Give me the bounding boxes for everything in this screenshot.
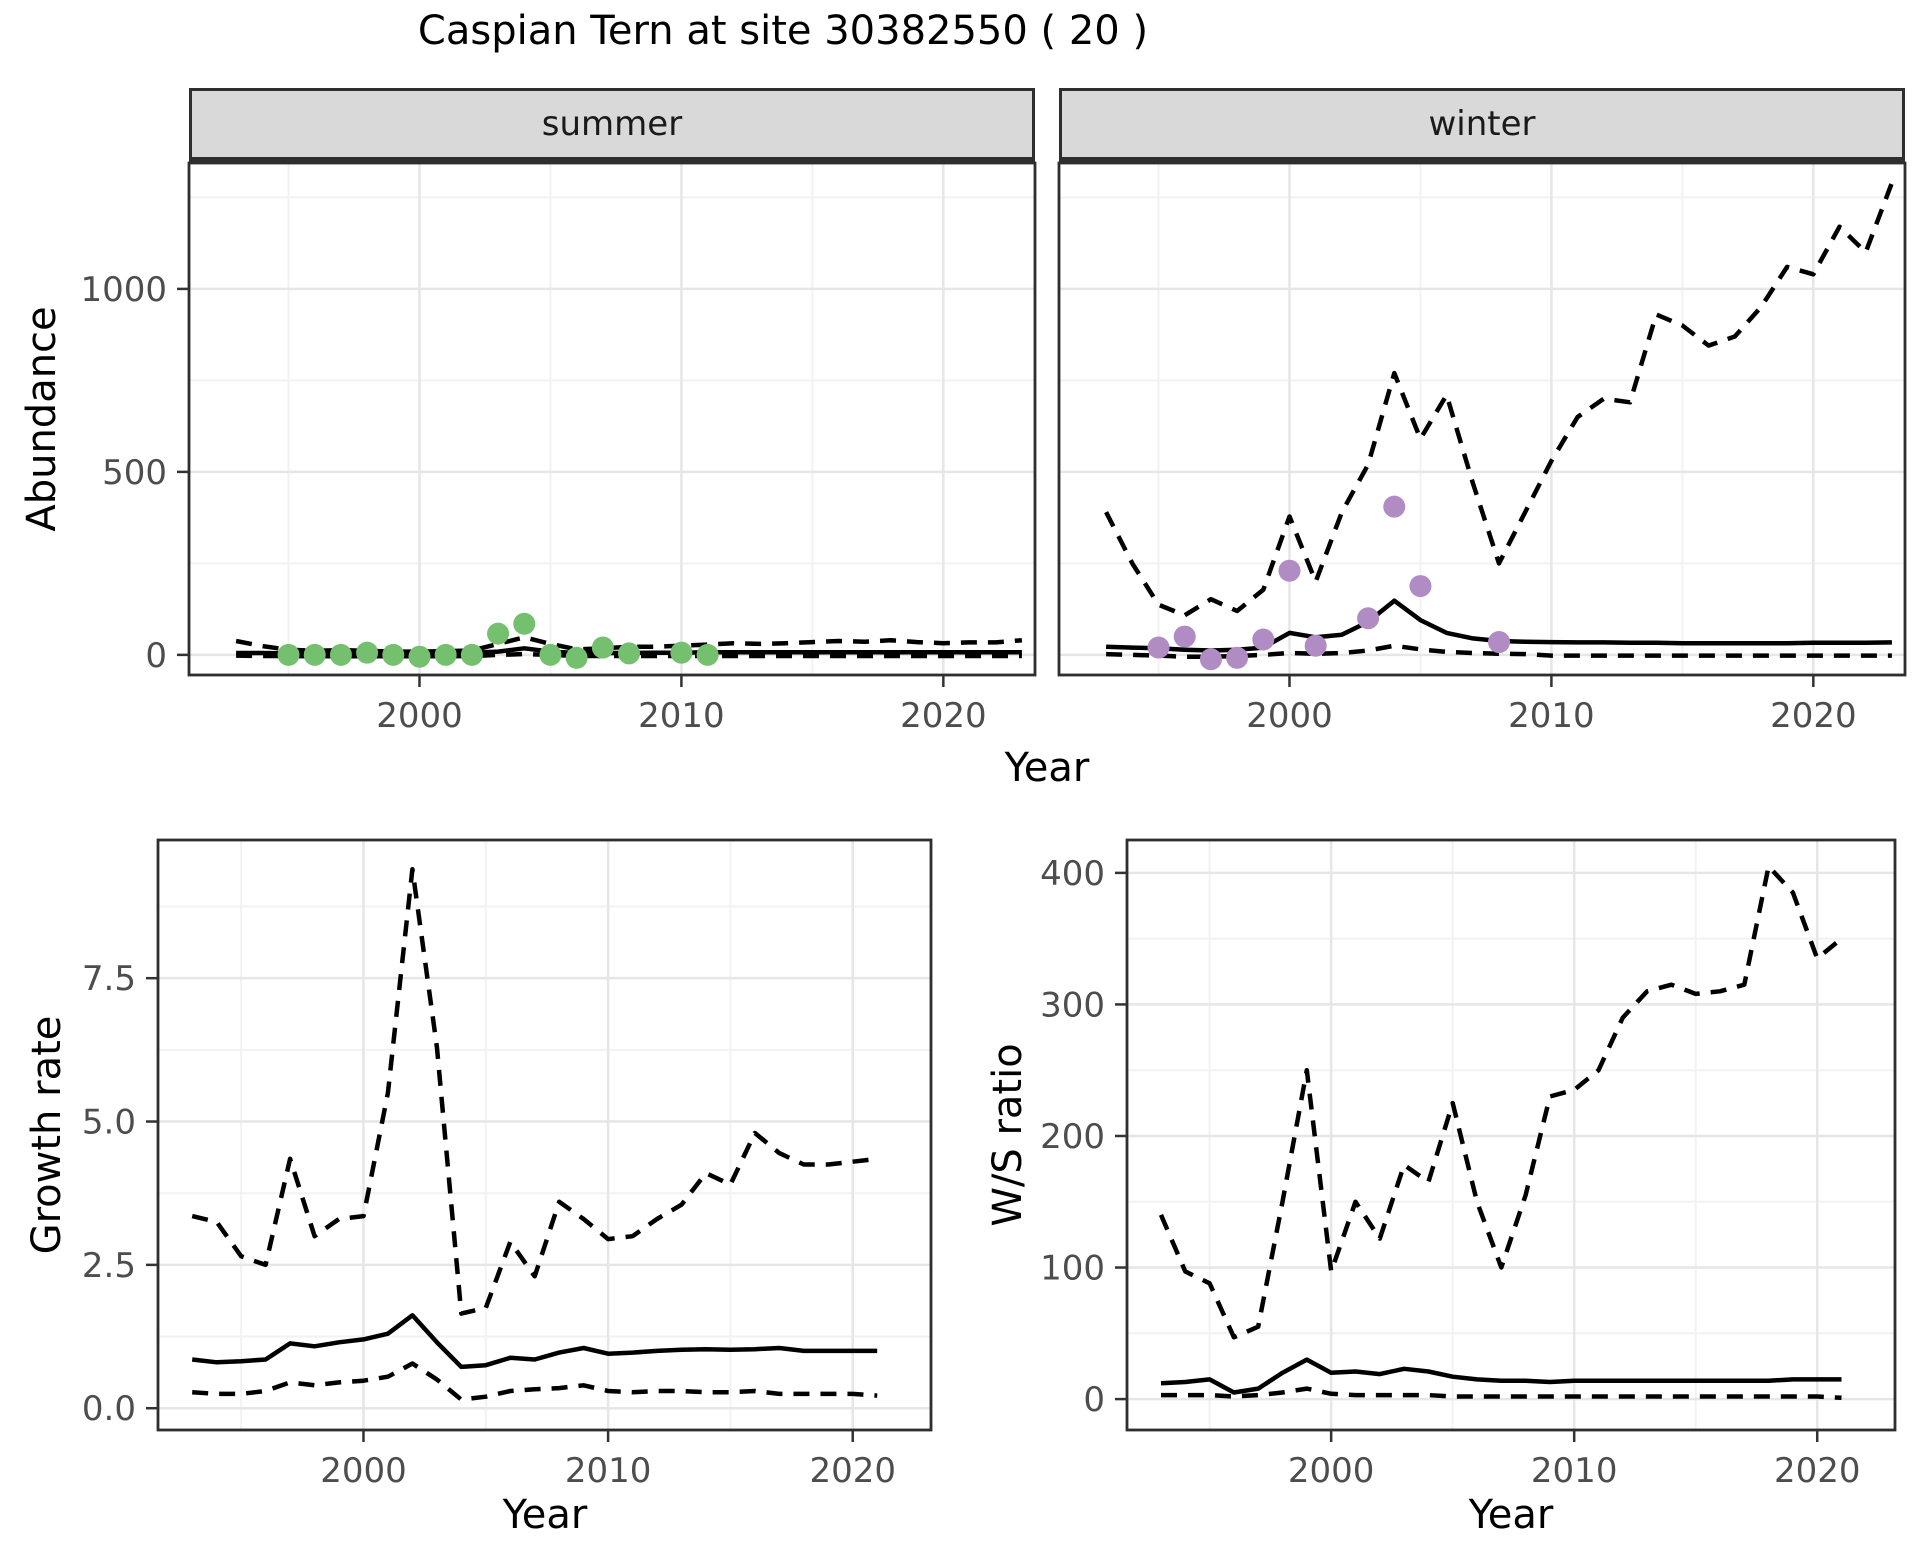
- abundance-summer-panel: [189, 163, 1035, 675]
- abundance-winter-observation-point: [1409, 575, 1432, 598]
- growth-rate-y-tick-label: 5.0: [82, 1103, 136, 1143]
- abundance-summer-observation-point: [329, 643, 352, 666]
- abundance-summer-observation-point: [591, 636, 614, 659]
- plot-title: Caspian Tern at site 30382550 ( 20 ): [417, 8, 1149, 54]
- growth-rate-x-tick-label: 2010: [565, 1451, 652, 1491]
- abundance-summer-observation-point: [460, 643, 483, 666]
- abundance-summer-observation-point: [382, 643, 405, 666]
- facet-strip-winter: winter: [1059, 88, 1905, 162]
- abundance-winter-observation-point: [1147, 636, 1170, 659]
- abundance-summer-x-tick-label: 2010: [638, 696, 725, 736]
- ws-ratio-lower-ci-line: [1161, 1386, 1842, 1401]
- abundance-summer-observation-point: [487, 622, 510, 645]
- growth-rate-median-line: [191, 1313, 878, 1370]
- abundance-winter-lower-ci-line: [1106, 643, 1892, 659]
- abundance-summer-observation-point: [356, 641, 379, 664]
- abundance-summer-upper-ci-line: [235, 635, 1023, 654]
- growth-rate-y-tick-label: 7.5: [82, 959, 136, 999]
- abundance-winter-observation-point: [1304, 634, 1327, 657]
- ws-ratio-median-line: [1160, 1357, 1842, 1395]
- abundance-winter-x-tick-label: 2000: [1246, 696, 1333, 736]
- abundance-axis-title: Abundance: [19, 306, 65, 532]
- abundance-winter-x-tick-label: 2020: [1770, 696, 1857, 736]
- abundance-summer-panel-border: [187, 161, 1037, 677]
- abundance-winter-observation-point: [1173, 625, 1196, 648]
- abundance-winter-observation-point: [1383, 495, 1406, 518]
- ws-ratio-y-tick-label: 200: [1040, 1117, 1105, 1157]
- abundance-winter-observation-point: [1252, 628, 1275, 651]
- abundance-summer-y-tick-label: 500: [102, 453, 167, 493]
- abundance-summer-observation-point: [303, 643, 326, 666]
- ws-ratio-x-tick-label: 2010: [1531, 1451, 1618, 1491]
- abundance-summer-observation-point: [565, 646, 588, 669]
- ws-ratio-x-tick-label: 2020: [1774, 1451, 1861, 1491]
- abundance-summer-x-tick-label: 2020: [900, 696, 987, 736]
- facet-strip-winter-label: winter: [1428, 104, 1536, 144]
- growth-rate-year-axis-title: Year: [502, 1492, 588, 1538]
- ws-ratio-x-tick-label: 2000: [1288, 1451, 1375, 1491]
- growth-rate-x-tick-label: 2020: [809, 1451, 896, 1491]
- ws-ratio-y-tick-label: 300: [1040, 985, 1105, 1025]
- abundance-summer-observation-point: [434, 643, 457, 666]
- abundance-summer-observation-point: [618, 642, 641, 665]
- abundance-winter-observation-point: [1278, 559, 1301, 582]
- growth-rate-axis-title: Growth rate: [24, 1015, 70, 1255]
- growth-rate-upper-ci-line: [191, 866, 878, 1316]
- abundance-summer-y-tick-label: 1000: [80, 270, 167, 310]
- growth-rate-panel: [158, 840, 931, 1430]
- ws-ratio-y-tick-label: 400: [1040, 854, 1105, 894]
- abundance-summer-observation-point: [513, 612, 536, 635]
- abundance-summer-x-tick-label: 2000: [376, 696, 463, 736]
- growth-rate-x-tick-label: 2000: [320, 1451, 407, 1491]
- abundance-summer-observation-point: [696, 643, 719, 666]
- abundance-winter-observation-point: [1226, 646, 1249, 669]
- growth-rate-y-tick-label: 0.0: [82, 1389, 136, 1429]
- abundance-winter-panel-border: [1057, 161, 1907, 677]
- abundance-summer-observation-point: [408, 645, 431, 668]
- facet-strip-summer: summer: [189, 88, 1035, 162]
- abundance-summer-observation-point: [277, 643, 300, 666]
- ws-ratio-axis-title: W/S ratio: [985, 1043, 1031, 1227]
- abundance-winter-observation-point: [1357, 607, 1380, 630]
- abundance-summer-observation-point: [539, 643, 562, 666]
- growth-rate-lower-ci-line: [192, 1361, 878, 1402]
- abundance-summer-observation-point: [670, 641, 693, 664]
- top-row-year-axis-title: Year: [1004, 745, 1090, 791]
- abundance-winter-x-tick-label: 2010: [1508, 696, 1595, 736]
- abundance-winter-observation-point: [1199, 648, 1222, 671]
- ws-ratio-y-tick-label: 100: [1040, 1249, 1105, 1289]
- ws-ratio-year-axis-title: Year: [1468, 1492, 1554, 1538]
- ws-ratio-y-tick-label: 0: [1083, 1380, 1105, 1420]
- growth-rate-panel-border: [156, 838, 933, 1432]
- ws-ratio-upper-ci-line: [1158, 864, 1843, 1340]
- abundance-winter-panel: [1059, 163, 1905, 675]
- abundance-summer-y-tick-label: 0: [145, 636, 167, 676]
- abundance-winter-observation-point: [1488, 631, 1511, 654]
- growth-rate-y-tick-label: 2.5: [82, 1246, 136, 1286]
- abundance-winter-upper-ci-line: [1104, 182, 1895, 618]
- facet-strip-summer-label: summer: [541, 104, 683, 144]
